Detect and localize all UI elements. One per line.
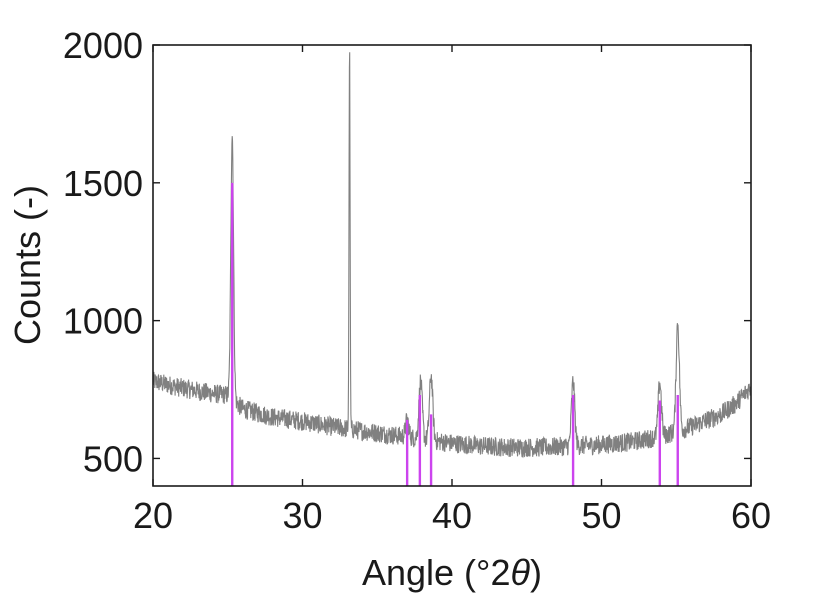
reference-lines <box>231 182 679 486</box>
x-tick-label: 40 <box>432 495 472 536</box>
y-axis-title: Counts (-) <box>7 185 48 345</box>
tick-labels: 20 30 40 50 60 500 1000 1500 2000 <box>63 25 771 536</box>
y-tick-label: 1000 <box>63 301 143 342</box>
x-tick-label: 50 <box>581 495 621 536</box>
y-tick-label: 2000 <box>63 25 143 66</box>
axes <box>152 44 752 487</box>
y-tick-label: 500 <box>83 438 143 479</box>
plot-layer <box>152 52 752 459</box>
x-tick-label: 60 <box>731 495 771 536</box>
x-axis-title: Angle (°2θ) <box>362 552 542 593</box>
x-tick-label: 30 <box>282 495 322 536</box>
y-tick-label: 1500 <box>63 163 143 204</box>
measured-pattern-line <box>152 52 752 459</box>
x-tick-label: 20 <box>133 495 173 536</box>
